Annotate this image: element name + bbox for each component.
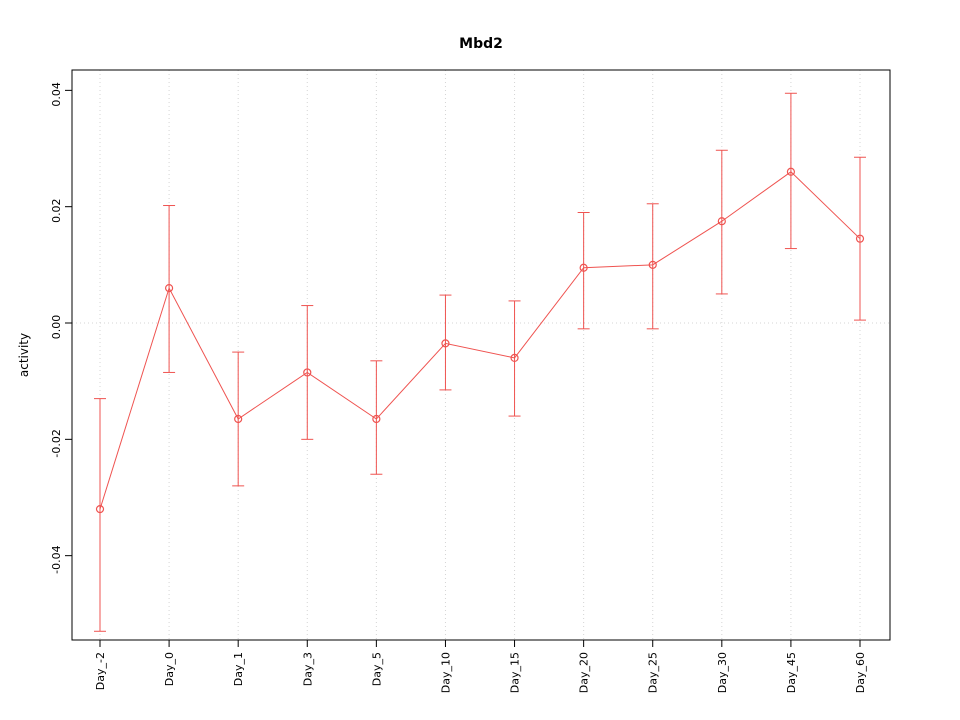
data-point [510, 353, 519, 363]
data-point [786, 167, 796, 176]
x-tick-label: Day_20 [578, 652, 591, 693]
data-point [855, 234, 865, 243]
y-tick-label: -0.02 [50, 429, 63, 457]
data-point [441, 339, 450, 348]
y-tick-label: -0.04 [50, 545, 63, 573]
y-tick-label: 0.02 [50, 198, 63, 223]
x-tick-label: Day_3 [301, 652, 314, 686]
x-tick-label: Day_25 [647, 652, 660, 693]
data-point [579, 263, 588, 272]
series-line [99, 171, 861, 510]
data-point [95, 505, 105, 514]
x-tick-label: Day_5 [370, 652, 383, 686]
y-tick-label: 0.04 [50, 82, 63, 107]
y-tick-label: 0.00 [50, 315, 63, 340]
data-point [648, 260, 657, 269]
data-point [717, 217, 726, 226]
y-axis-label: activity [17, 332, 31, 378]
x-tick-label: Day_10 [439, 652, 452, 693]
data-point [303, 368, 312, 377]
x-tick-label: Day_-2 [94, 652, 107, 690]
data-point [372, 414, 381, 424]
x-tick-label: Day_15 [509, 652, 522, 693]
data-point [164, 284, 174, 293]
chart-title: Mbd2 [459, 36, 503, 52]
x-tick-label: Day_60 [854, 652, 867, 693]
x-tick-label: Day_1 [232, 652, 245, 686]
x-tick-label: Day_0 [163, 652, 176, 686]
x-tick-label: Day_45 [785, 652, 798, 693]
x-tick-label: Day_30 [716, 652, 729, 693]
data-point [234, 414, 243, 424]
